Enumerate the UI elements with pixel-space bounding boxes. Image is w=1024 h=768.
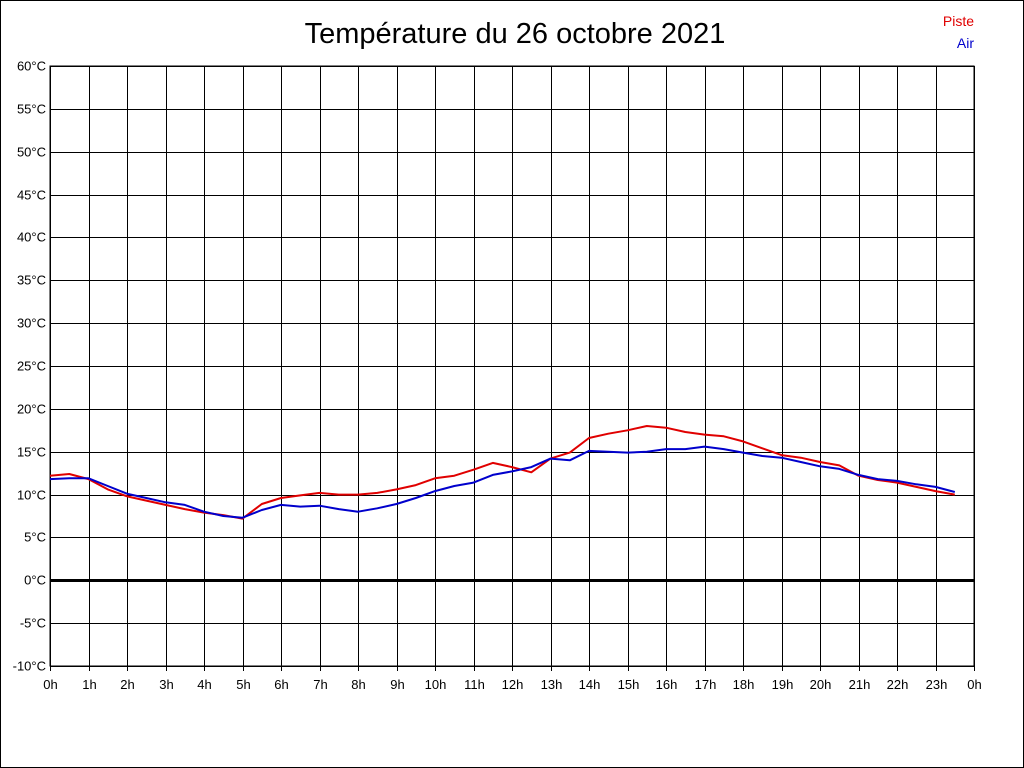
x-tick-label: 9h (390, 677, 404, 692)
chart-title: Température du 26 octobre 2021 (304, 18, 726, 50)
x-tick-label: 22h (887, 677, 909, 692)
y-tick-label: 15°C (17, 445, 46, 460)
x-tick-label: 0h (43, 677, 57, 692)
series-line-air (49, 445, 956, 519)
y-tick-label: 5°C (24, 530, 46, 545)
x-tick-label: 3h (159, 677, 173, 692)
y-tick-label: 20°C (17, 402, 46, 417)
x-tick-label: 14h (579, 677, 601, 692)
x-tick-label: 18h (733, 677, 755, 692)
y-tick-label: 45°C (17, 188, 46, 203)
x-tick-label: 7h (313, 677, 327, 692)
x-tick-label: 12h (502, 677, 524, 692)
x-tick-label: 15h (618, 677, 640, 692)
y-tick-label: 55°C (17, 102, 46, 117)
x-tick-label: 1h (82, 677, 96, 692)
legend-item-piste: Piste (942, 13, 974, 29)
x-tick-label: 16h (656, 677, 678, 692)
x-tick-label: 5h (236, 677, 250, 692)
x-tick-label: 2h (120, 677, 134, 692)
x-tick-label: 4h (197, 677, 211, 692)
x-tick-label: 11h (464, 677, 485, 692)
series-line-piste (49, 425, 955, 520)
y-tick-label: 25°C (17, 359, 46, 374)
x-tick-label: 0h (967, 677, 981, 692)
x-tick-label: 17h (695, 677, 717, 692)
x-tick-label: 23h (926, 677, 948, 692)
y-tick-label: 30°C (17, 316, 46, 331)
y-tick-label: 10°C (17, 488, 46, 503)
x-tick-label: 8h (351, 677, 365, 692)
legend-item-air: Air (956, 35, 974, 51)
x-tick-label: 19h (772, 677, 794, 692)
y-tick-label: 40°C (17, 230, 46, 245)
y-tick-label: 35°C (17, 273, 46, 288)
y-tick-label: 60°C (17, 59, 46, 74)
x-tick-label: 21h (849, 677, 871, 692)
y-tick-label: 50°C (17, 145, 46, 160)
x-tick-label: 13h (541, 677, 563, 692)
y-tick-label: -10°C (13, 659, 46, 674)
x-tick-label: 20h (810, 677, 832, 692)
x-tick-label: 10h (425, 677, 447, 692)
y-tick-label: 0°C (24, 573, 46, 588)
y-tick-label: -5°C (20, 616, 46, 631)
x-tick-label: 6h (274, 677, 288, 692)
